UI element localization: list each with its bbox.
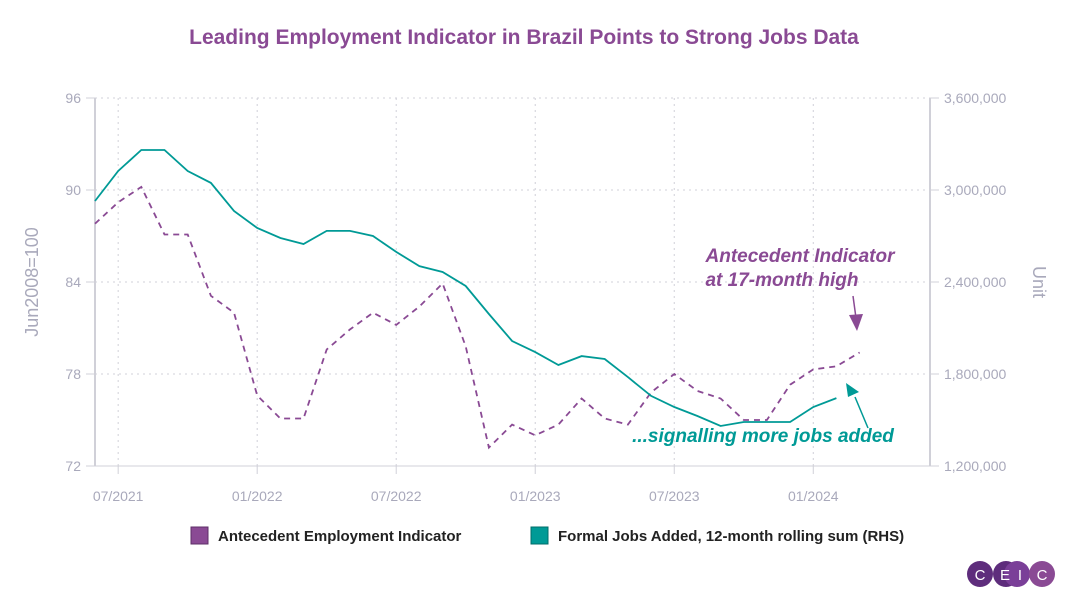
- arrow-icon-purple: [849, 295, 863, 331]
- legend-label-indicator: Antecedent Employment Indicator: [218, 528, 462, 545]
- y-tick-label: 96: [65, 90, 81, 106]
- y2-tick-label: 2,400,000: [944, 274, 1006, 290]
- y2-tick-label: 1,800,000: [944, 366, 1006, 382]
- legend-label-jobs: Formal Jobs Added, 12-month rolling sum …: [558, 528, 904, 545]
- legend-swatch-indicator: [190, 526, 209, 545]
- x-tick-label: 07/2021: [93, 488, 144, 504]
- y2-tick-label: 1,200,000: [944, 458, 1006, 474]
- x-tick-label: 07/2022: [371, 488, 422, 504]
- legend-swatch-jobs: [530, 526, 549, 545]
- svg-text:E: E: [1000, 567, 1010, 584]
- chart-title: Leading Employment Indicator in Brazil P…: [189, 26, 859, 49]
- y2-axis-label: Unit: [1029, 266, 1049, 298]
- series-line-indicator: [94, 185, 861, 450]
- x-tick-label: 07/2023: [649, 488, 700, 504]
- ceic-logo: C E I C: [967, 561, 1055, 587]
- svg-text:C: C: [1037, 567, 1048, 584]
- legend: Antecedent Employment Indicator Formal J…: [190, 526, 904, 545]
- x-tick-label: 01/2024: [788, 488, 839, 504]
- arrow-icon-teal: [846, 383, 869, 429]
- y-tick-label: 78: [65, 366, 81, 382]
- y2-tick-label: 3,000,000: [944, 182, 1006, 198]
- annotation-jobs: ...signalling more jobs added: [632, 426, 894, 447]
- annotation-indicator-line2: at 17-month high: [705, 270, 858, 291]
- svg-text:I: I: [1018, 567, 1022, 584]
- svg-text:C: C: [975, 567, 986, 584]
- x-tick-label: 01/2022: [232, 488, 283, 504]
- y-tick-label: 84: [65, 274, 81, 290]
- y-tick-label: 90: [65, 182, 81, 198]
- y-tick-label: 72: [65, 458, 81, 474]
- y2-tick-label: 3,600,000: [944, 90, 1006, 106]
- y-axis-label: Jun2008=100: [22, 227, 42, 337]
- x-tick-label: 01/2023: [510, 488, 561, 504]
- annotation-indicator-line1: Antecedent Indicator: [705, 246, 897, 267]
